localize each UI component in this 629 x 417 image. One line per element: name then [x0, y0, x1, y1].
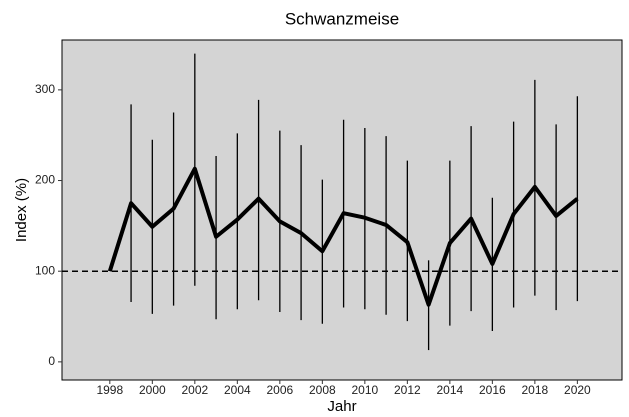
x-tick-label: 2002	[181, 383, 208, 397]
x-tick-label: 2000	[139, 383, 166, 397]
x-tick-label: 2012	[394, 383, 421, 397]
y-tick-label: 300	[35, 82, 55, 96]
x-tick-label: 2006	[266, 383, 293, 397]
series-line	[107, 166, 579, 307]
x-tick-label: 1998	[96, 383, 123, 397]
y-tick-label: 100	[35, 263, 55, 277]
x-tick-label: 2004	[224, 383, 251, 397]
x-tick-label: 2016	[479, 383, 506, 397]
x-tick-label: 2014	[437, 383, 464, 397]
y-tick-label: 0	[48, 354, 55, 368]
x-tick-label: 2018	[522, 383, 549, 397]
y-axis-label: Index (%)	[13, 178, 30, 242]
y-tick-label: 200	[35, 173, 55, 187]
chart-title: Schwanzmeise	[285, 9, 399, 28]
plot-panel	[61, 39, 623, 381]
x-tick-label: 2010	[351, 383, 378, 397]
x-tick-label: 2020	[564, 383, 591, 397]
x-tick-label: 2008	[309, 383, 336, 397]
x-axis-label: Jahr	[327, 398, 356, 415]
